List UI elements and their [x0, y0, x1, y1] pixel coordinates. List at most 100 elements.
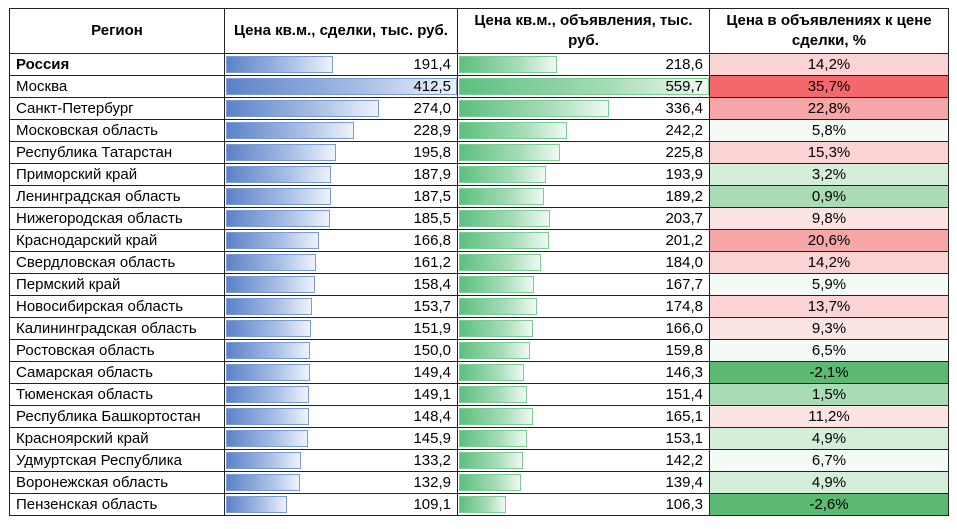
ratio-cell: 4,9% [709, 427, 949, 450]
table-row: Свердловская область 161,2 184,0 14,2% [9, 251, 949, 274]
ad-price-bar [459, 276, 534, 293]
deal-price-bar [226, 496, 287, 513]
ad-price-cell: 165,1 [457, 405, 710, 428]
ad-price-bar [459, 386, 527, 403]
deal-price-bar [226, 364, 310, 381]
deal-price-value: 149,1 [413, 386, 451, 403]
ad-price-cell: 146,3 [457, 361, 710, 384]
deal-price-bar [226, 474, 300, 491]
ad-price-value: 166,0 [665, 320, 703, 337]
ad-price-value: 218,6 [665, 56, 703, 73]
deal-price-cell: 185,5 [224, 207, 458, 230]
deal-price-cell: 150,0 [224, 339, 458, 362]
table-row: Москва 412,5 559,7 35,7% [9, 75, 949, 98]
table-row: Россия 191,4 218,6 14,2% [9, 53, 949, 76]
table-row: Ленинградская область 187,5 189,2 0,9% [9, 185, 949, 208]
deal-price-cell: 109,1 [224, 493, 458, 516]
deal-price-bar [226, 276, 315, 293]
ratio-cell: -2,1% [709, 361, 949, 384]
ad-price-bar [459, 254, 541, 271]
ad-price-cell: 153,1 [457, 427, 710, 450]
deal-price-bar [226, 430, 308, 447]
ad-price-cell: 151,4 [457, 383, 710, 406]
ratio-cell: 0,9% [709, 185, 949, 208]
ratio-cell: 11,2% [709, 405, 949, 428]
deal-price-cell: 274,0 [224, 97, 458, 120]
ad-price-bar [459, 364, 524, 381]
region-cell: Свердловская область [9, 251, 225, 274]
deal-price-cell: 133,2 [224, 449, 458, 472]
ad-price-bar [459, 342, 530, 359]
ad-price-bar [459, 100, 609, 117]
ad-price-value: 336,4 [665, 100, 703, 117]
ad-price-bar [459, 496, 506, 513]
region-cell: Пермский край [9, 273, 225, 296]
ad-price-cell: 218,6 [457, 53, 710, 76]
deal-price-bar [226, 122, 354, 139]
ratio-cell: 1,5% [709, 383, 949, 406]
deal-price-value: 132,9 [413, 474, 451, 491]
region-cell: Московская область [9, 119, 225, 142]
ad-price-value: 165,1 [665, 408, 703, 425]
deal-price-value: 412,5 [413, 78, 451, 95]
deal-price-value: 145,9 [413, 430, 451, 447]
deal-price-value: 161,2 [413, 254, 451, 271]
ad-price-value: 153,1 [665, 430, 703, 447]
region-cell: Воронежская область [9, 471, 225, 494]
ad-price-bar [459, 210, 550, 227]
ad-price-cell: 139,4 [457, 471, 710, 494]
ad-price-bar [459, 232, 549, 249]
deal-price-bar [226, 320, 311, 337]
ad-price-value: 106,3 [665, 496, 703, 513]
deal-price-value: 133,2 [413, 452, 451, 469]
region-cell: Краснодарский край [9, 229, 225, 252]
ad-price-bar [459, 56, 557, 73]
region-cell: Россия [9, 53, 225, 76]
region-cell: Красноярский край [9, 427, 225, 450]
ad-price-bar [459, 166, 546, 183]
deal-price-value: 228,9 [413, 122, 451, 139]
ad-price-value: 201,2 [665, 232, 703, 249]
ad-price-cell: 336,4 [457, 97, 710, 120]
ad-price-bar [459, 408, 533, 425]
deal-price-cell: 161,2 [224, 251, 458, 274]
table-row: Приморский край 187,9 193,9 3,2% [9, 163, 949, 186]
ad-price-value: 167,7 [665, 276, 703, 293]
ad-price-bar [459, 430, 527, 447]
ad-price-cell: 189,2 [457, 185, 710, 208]
deal-price-bar [226, 408, 309, 425]
deal-price-cell: 195,8 [224, 141, 458, 164]
ad-price-cell: 184,0 [457, 251, 710, 274]
ad-price-value: 142,2 [665, 452, 703, 469]
table-row: Удмуртская Республика 133,2 142,2 6,7% [9, 449, 949, 472]
table-row: Пензенская область 109,1 106,3 -2,6% [9, 493, 949, 516]
deal-price-value: 151,9 [413, 320, 451, 337]
ad-price-value: 174,8 [665, 298, 703, 315]
deal-price-value: 153,7 [413, 298, 451, 315]
ad-price-bar [459, 320, 533, 337]
ad-price-value: 203,7 [665, 210, 703, 227]
ad-price-cell: 174,8 [457, 295, 710, 318]
deal-price-cell: 412,5 [224, 75, 458, 98]
ratio-cell: 5,8% [709, 119, 949, 142]
header-ad-price: Цена кв.м., объявления, тыс. руб. [457, 8, 710, 54]
deal-price-value: 191,4 [413, 56, 451, 73]
ratio-cell: 15,3% [709, 141, 949, 164]
deal-price-bar [226, 298, 312, 315]
ad-price-cell: 166,0 [457, 317, 710, 340]
ad-price-cell: 159,8 [457, 339, 710, 362]
deal-price-value: 195,8 [413, 144, 451, 161]
deal-price-cell: 187,9 [224, 163, 458, 186]
ratio-cell: 4,9% [709, 471, 949, 494]
region-cell: Тюменская область [9, 383, 225, 406]
table-row: Тюменская область 149,1 151,4 1,5% [9, 383, 949, 406]
ad-price-value: 184,0 [665, 254, 703, 271]
deal-price-bar [226, 232, 319, 249]
deal-price-value: 185,5 [413, 210, 451, 227]
ad-price-cell: 106,3 [457, 493, 710, 516]
table-row: Самарская область 149,4 146,3 -2,1% [9, 361, 949, 384]
deal-price-cell: 191,4 [224, 53, 458, 76]
deal-price-bar [226, 166, 331, 183]
ad-price-bar [459, 452, 523, 469]
region-cell: Нижегородская область [9, 207, 225, 230]
